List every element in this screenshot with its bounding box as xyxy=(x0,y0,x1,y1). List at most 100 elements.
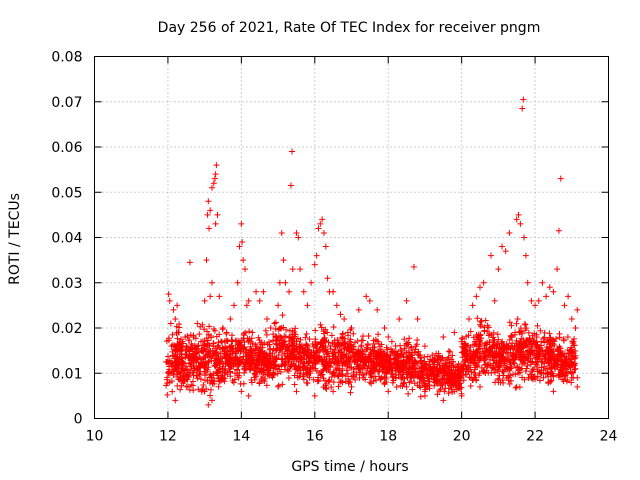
data-point xyxy=(337,379,344,386)
data-point xyxy=(513,320,520,327)
data-point xyxy=(536,377,543,384)
y-tick-label: 0.02 xyxy=(51,321,82,337)
data-point xyxy=(230,360,237,367)
data-point xyxy=(278,229,285,236)
data-point xyxy=(272,333,279,340)
data-point xyxy=(499,354,506,361)
data-point xyxy=(202,372,209,379)
data-point xyxy=(293,353,300,360)
data-point xyxy=(418,367,425,374)
data-point xyxy=(272,319,279,326)
data-point xyxy=(318,339,325,346)
data-point xyxy=(364,342,371,349)
data-point xyxy=(216,293,223,300)
data-point xyxy=(238,220,245,227)
data-point xyxy=(275,326,282,333)
data-point xyxy=(442,385,449,392)
data-point xyxy=(417,393,424,400)
data-point xyxy=(178,368,185,375)
data-point xyxy=(172,360,179,367)
data-point xyxy=(508,332,515,339)
data-point xyxy=(325,378,332,385)
data-point xyxy=(447,348,454,355)
data-point xyxy=(276,279,283,286)
data-point xyxy=(344,370,351,377)
data-point xyxy=(199,321,206,328)
data-point xyxy=(490,329,497,336)
data-point xyxy=(273,356,280,363)
data-point xyxy=(173,344,180,351)
data-point xyxy=(163,382,170,389)
data-point xyxy=(511,331,518,338)
data-point xyxy=(306,374,313,381)
data-point xyxy=(227,347,234,354)
data-point xyxy=(266,341,273,348)
data-point xyxy=(322,243,329,250)
data-point xyxy=(478,364,485,371)
data-point xyxy=(540,374,547,381)
data-point xyxy=(211,175,218,182)
data-point xyxy=(560,337,567,344)
data-point xyxy=(300,376,307,383)
data-point xyxy=(194,375,201,382)
data-point xyxy=(543,293,550,300)
data-point xyxy=(525,343,532,350)
data-point xyxy=(396,315,403,322)
data-point xyxy=(245,392,252,399)
data-point xyxy=(299,344,306,351)
data-point xyxy=(468,369,475,376)
data-point xyxy=(464,357,471,364)
data-point xyxy=(468,355,475,362)
data-point xyxy=(513,340,520,347)
data-point xyxy=(398,357,405,364)
data-point xyxy=(460,377,467,384)
data-point xyxy=(330,379,337,386)
data-point xyxy=(254,363,261,370)
data-point xyxy=(471,369,478,376)
data-point xyxy=(418,357,425,364)
data-point xyxy=(234,341,241,348)
data-point xyxy=(421,392,428,399)
data-point xyxy=(213,370,220,377)
data-point xyxy=(465,366,472,373)
data-point xyxy=(210,340,217,347)
data-point xyxy=(224,350,231,357)
data-point xyxy=(324,275,331,282)
data-point xyxy=(191,342,198,349)
data-point xyxy=(519,343,526,350)
data-point xyxy=(281,366,288,373)
data-point xyxy=(307,370,314,377)
data-point xyxy=(169,341,176,348)
data-point xyxy=(371,344,378,351)
data-point xyxy=(231,302,238,309)
data-point xyxy=(341,339,348,346)
data-point xyxy=(282,333,289,340)
data-point xyxy=(200,382,207,389)
data-point xyxy=(170,306,177,313)
data-point xyxy=(482,354,489,361)
data-point xyxy=(213,162,220,169)
data-point xyxy=(366,379,373,386)
data-point xyxy=(350,366,357,373)
data-point xyxy=(463,333,470,340)
data-point xyxy=(311,261,318,268)
data-point xyxy=(196,331,203,338)
data-point xyxy=(545,359,552,366)
data-point xyxy=(351,359,358,366)
data-point xyxy=(425,375,432,382)
data-point xyxy=(274,370,281,377)
data-point xyxy=(293,342,300,349)
data-point xyxy=(508,322,515,329)
data-point xyxy=(401,336,408,343)
data-point xyxy=(415,352,422,359)
data-point xyxy=(245,297,252,304)
data-point xyxy=(350,353,357,360)
data-point xyxy=(352,376,359,383)
data-point xyxy=(473,362,480,369)
data-point xyxy=(201,297,208,304)
data-point xyxy=(498,348,505,355)
data-point xyxy=(521,376,528,383)
data-point xyxy=(525,374,532,381)
data-point xyxy=(491,297,498,304)
data-point xyxy=(386,359,393,366)
